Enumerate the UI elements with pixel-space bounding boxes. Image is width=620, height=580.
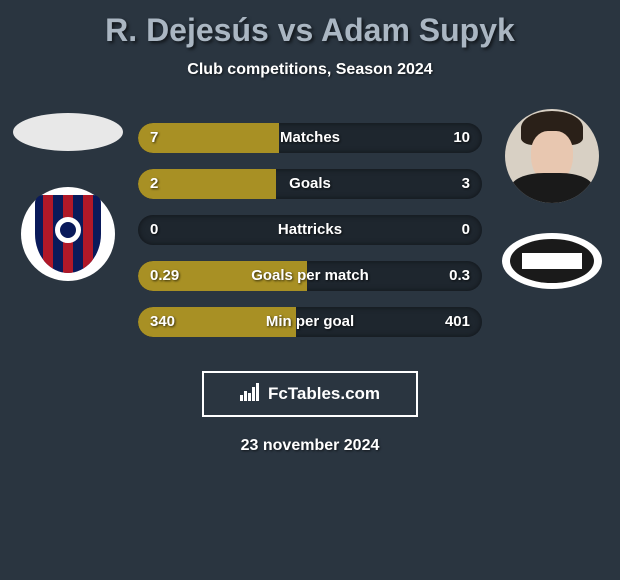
player-left-column <box>8 109 128 281</box>
stat-value-right: 401 <box>445 307 470 337</box>
player-right-club-badge <box>502 233 602 289</box>
stat-label: Goals <box>138 169 482 199</box>
bar-chart-icon <box>240 383 262 406</box>
player-right-avatar <box>505 109 599 203</box>
stat-value-right: 0.3 <box>449 261 470 291</box>
stat-label: Matches <box>138 123 482 153</box>
comparison-subtitle: Club competitions, Season 2024 <box>0 61 620 79</box>
stat-label: Goals per match <box>138 261 482 291</box>
player-left-club-badge <box>21 187 115 281</box>
stat-bar-row: 7Matches10 <box>138 123 482 153</box>
stat-value-right: 10 <box>453 123 470 153</box>
stat-bars: 7Matches10 2Goals3 0Hattricks0 0.29Goals pe… <box>138 123 482 353</box>
stat-value-right: 0 <box>462 215 470 245</box>
player-left-avatar <box>13 113 123 151</box>
player-right-column <box>492 109 612 289</box>
stat-bar-row: 340Min per goal401 <box>138 307 482 337</box>
stat-bar-row: 0Hattricks0 <box>138 215 482 245</box>
comparison-date: 23 november 2024 <box>0 437 620 455</box>
stat-bar-row: 2Goals3 <box>138 169 482 199</box>
stat-label: Min per goal <box>138 307 482 337</box>
stat-bar-row: 0.29Goals per match0.3 <box>138 261 482 291</box>
branding-box: FcTables.com <box>202 371 418 417</box>
comparison-title: R. Dejesús vs Adam Supyk <box>0 0 620 49</box>
comparison-main: 7Matches10 2Goals3 0Hattricks0 0.29Goals pe… <box>0 109 620 349</box>
stat-label: Hattricks <box>138 215 482 245</box>
stat-value-right: 3 <box>462 169 470 199</box>
branding-text: FcTables.com <box>268 384 380 404</box>
